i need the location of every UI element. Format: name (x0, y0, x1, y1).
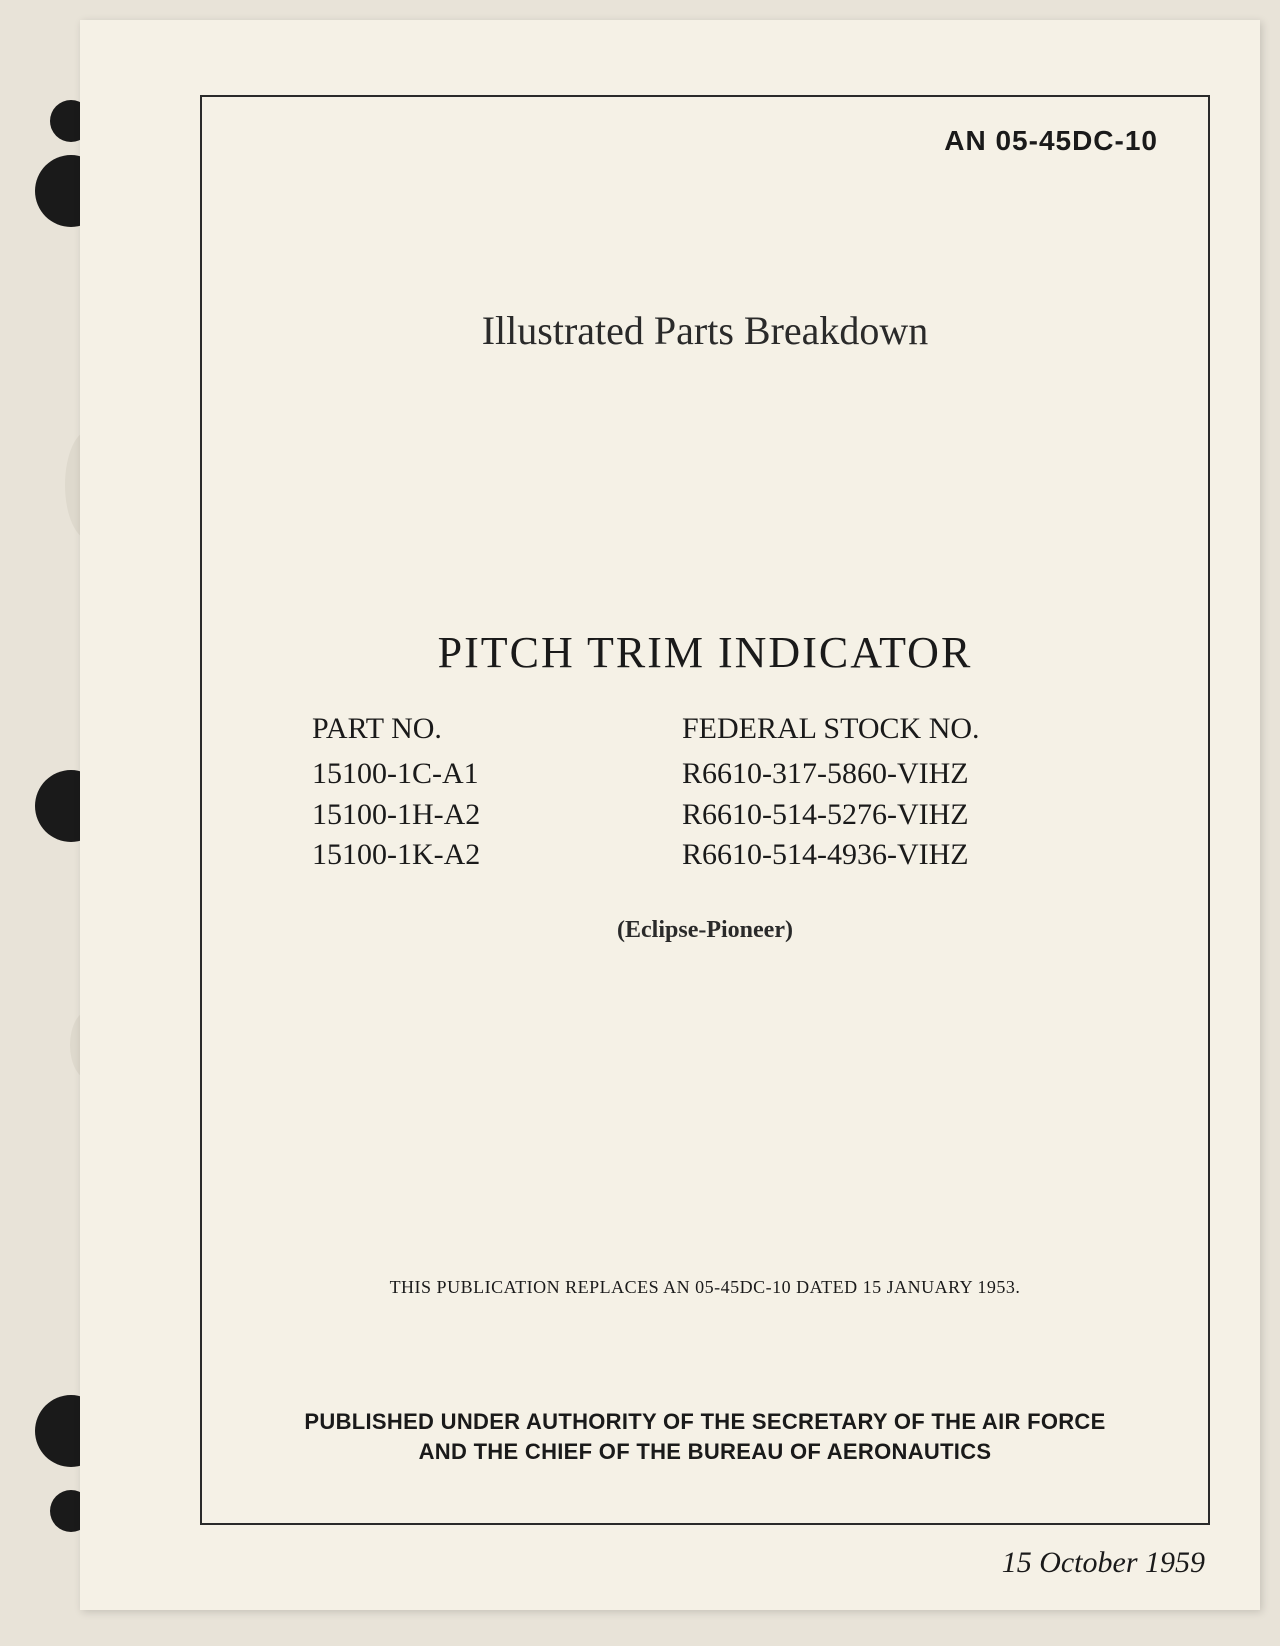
part-no-header: PART NO. (312, 712, 632, 746)
replaces-note: THIS PUBLICATION REPLACES AN 05-45DC-10 … (202, 1277, 1208, 1298)
authority-line-2: AND THE CHIEF OF THE BUREAU OF AERONAUTI… (202, 1437, 1208, 1467)
stock-no-cell: R6610-514-5276-VIHZ (682, 795, 1102, 836)
document-number: AN 05-45DC-10 (944, 125, 1158, 157)
federal-stock-no-header: FEDERAL STOCK NO. (682, 712, 1102, 746)
table-row: 15100-1K-A2 R6610-514-4936-VIHZ (312, 835, 1102, 876)
main-title: PITCH TRIM INDICATOR (202, 627, 1208, 678)
document-page: AN 05-45DC-10 Illustrated Parts Breakdow… (80, 20, 1260, 1610)
stock-no-cell: R6610-317-5860-VIHZ (682, 754, 1102, 795)
authority-line-1: PUBLISHED UNDER AUTHORITY OF THE SECRETA… (202, 1407, 1208, 1437)
part-no-cell: 15100-1H-A2 (312, 795, 632, 836)
manufacturer-label: (Eclipse-Pioneer) (202, 917, 1208, 944)
table-row: 15100-1C-A1 R6610-317-5860-VIHZ (312, 754, 1102, 795)
stock-no-cell: R6610-514-4936-VIHZ (682, 835, 1102, 876)
publication-date: 15 October 1959 (1002, 1546, 1205, 1580)
content-frame: AN 05-45DC-10 Illustrated Parts Breakdow… (200, 95, 1210, 1525)
part-no-cell: 15100-1K-A2 (312, 835, 632, 876)
part-no-cell: 15100-1C-A1 (312, 754, 632, 795)
parts-table: PART NO. FEDERAL STOCK NO. 15100-1C-A1 R… (312, 712, 1102, 876)
authority-statement: PUBLISHED UNDER AUTHORITY OF THE SECRETA… (202, 1407, 1208, 1466)
table-header-row: PART NO. FEDERAL STOCK NO. (312, 712, 1102, 746)
section-title: Illustrated Parts Breakdown (202, 307, 1208, 354)
table-row: 15100-1H-A2 R6610-514-5276-VIHZ (312, 795, 1102, 836)
